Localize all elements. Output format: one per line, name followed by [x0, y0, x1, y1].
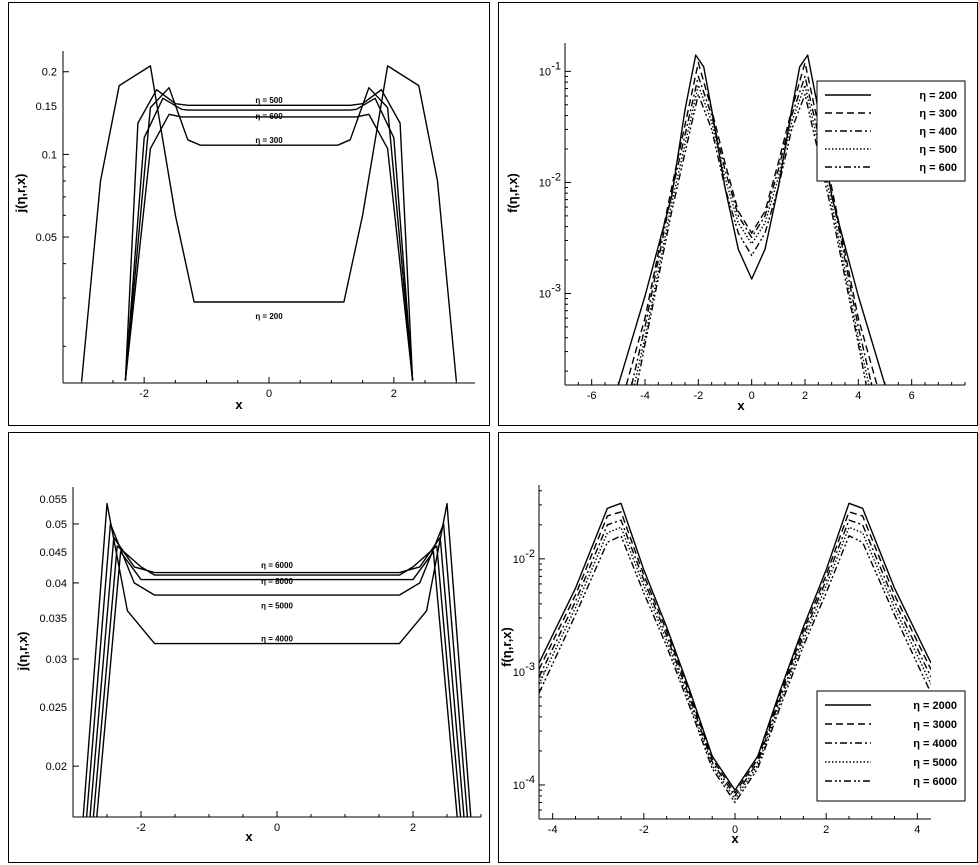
curve-annotation: η = 500 — [255, 96, 283, 105]
curve-annotation: η = 8000 — [261, 577, 293, 586]
x-tick-label: 0 — [274, 822, 280, 834]
x-tick-label: 0 — [266, 388, 272, 400]
legend: η = 200 η = 300 η = 400 η = 500 η = 600 — [816, 80, 966, 182]
series-line-3 — [89, 536, 465, 817]
y-tick-label: 0.1 — [42, 149, 57, 161]
series-line-3 — [539, 519, 931, 797]
y-tick-exponent: -3 — [551, 282, 561, 294]
legend-label-3: η = 4000 — [913, 738, 957, 750]
y-tick-exponent: -2 — [525, 548, 535, 560]
curve-annotation: η = 200 — [255, 312, 283, 321]
y-tick-label: 0.05 — [46, 519, 67, 531]
y-tick-label: 0.035 — [39, 613, 67, 625]
series-line-2 — [85, 523, 469, 817]
x-tick-label: -2 — [693, 390, 703, 402]
series-line-4 — [539, 526, 931, 800]
series-line-5 — [124, 113, 414, 381]
curve-annotation: η = 4000 — [261, 635, 293, 644]
y-tick-label: 0.04 — [46, 578, 67, 590]
y-tick-label: 10 — [513, 780, 525, 792]
chart-j-eta-500: -2 0 2 0.05 0.1 0.15 0.2 x j(η,r,x) η = 500 η = 60… — [13, 51, 475, 412]
series-line-3 — [124, 88, 414, 381]
series-group — [81, 65, 457, 381]
legend-label-4: η = 500 — [919, 144, 957, 156]
series-line-4 — [92, 545, 462, 817]
x-tick-label: -4 — [548, 824, 558, 836]
series-line-2 — [124, 86, 414, 381]
series-group — [539, 502, 931, 804]
curve-annotation: η = 600 — [255, 112, 283, 121]
legend-label-5: η = 600 — [919, 162, 957, 174]
y-axis-label: j(η,r,x) — [13, 173, 28, 213]
y-tick-label: 0.055 — [39, 494, 67, 506]
y-tick-label: 0.045 — [39, 547, 67, 559]
x-axis-label: x — [737, 398, 745, 413]
series-group — [82, 502, 472, 817]
y-tick-label: 0.03 — [46, 654, 67, 666]
legend-label-5: η = 6000 — [913, 776, 957, 788]
y-axis-label: f(η,r,x) — [505, 173, 520, 213]
y-tick-label: 10 — [513, 554, 525, 566]
series-line-5 — [539, 535, 931, 804]
curve-annotation: η = 5000 — [261, 602, 293, 611]
y-tick-label: 0.15 — [36, 101, 57, 113]
y-tick-exponent: -4 — [525, 774, 535, 786]
series-line-5 — [96, 551, 458, 817]
panel-top-left: -2 0 2 0.05 0.1 0.15 0.2 x j(η,r,x) η = 500 η = 60… — [8, 2, 490, 426]
y-axis-label: j(η,r,x) — [15, 631, 30, 671]
legend-label-2: η = 300 — [919, 108, 957, 120]
panel-bottom-left: -2 0 2 0.02 0.025 0.03 0.035 0.04 0.045 0.05 0.055… — [8, 432, 490, 863]
x-tick-label: -2 — [139, 388, 149, 400]
x-tick-label: -2 — [136, 822, 146, 834]
x-tick-label: 2 — [823, 824, 829, 836]
legend-label-1: η = 2000 — [913, 700, 957, 712]
chart-j-eta-6000: -2 0 2 0.02 0.025 0.03 0.035 0.04 0.045 0.05 0.055… — [15, 487, 482, 844]
y-tick-exponent: -2 — [551, 171, 561, 183]
x-tick-label: 0 — [749, 390, 755, 402]
x-axis-label: x — [245, 829, 253, 844]
curve-annotation: η = 300 — [255, 136, 283, 145]
y-tick-label: 0.05 — [36, 232, 57, 244]
x-tick-label: -2 — [639, 824, 649, 836]
x-tick-label: 2 — [391, 388, 397, 400]
y-tick-label: 10 — [539, 177, 551, 189]
series-line-4 — [124, 97, 414, 381]
legend: η = 2000 η = 3000 η = 4000 η = 5000 η = 6000 — [816, 690, 966, 802]
legend-label-1: η = 200 — [919, 90, 957, 102]
legend-label-2: η = 3000 — [913, 719, 957, 731]
curve-annotation: η = 6000 — [261, 561, 293, 570]
y-tick-label: 0.025 — [39, 702, 67, 714]
panel-top-right: -6 -4 -2 0 2 4 6 10 -3 10 -2 10 -1 x f(η,r,x) η = 200 η … — [498, 2, 978, 426]
y-tick-label: 10 — [539, 66, 551, 78]
x-axis-label: x — [235, 397, 243, 412]
y-tick-label: 0.2 — [42, 67, 57, 79]
x-tick-label: 6 — [909, 390, 915, 402]
y-tick-exponent: -1 — [551, 60, 561, 72]
y-tick-exponent: -3 — [525, 661, 535, 673]
chart-f-eta-200-600: -6 -4 -2 0 2 4 610-310-210 -1xf(η,r,x)η = 200η … — [505, 43, 966, 413]
x-tick-label: -4 — [640, 390, 650, 402]
y-tick-label: 0.02 — [46, 761, 67, 773]
legend-label-4: η = 5000 — [913, 757, 957, 769]
x-tick-label: 2 — [410, 822, 416, 834]
x-tick-label: 2 — [802, 390, 808, 402]
x-tick-label: -6 — [587, 390, 597, 402]
x-tick-label: 4 — [914, 824, 920, 836]
y-axis-label: f(η,r,x) — [499, 627, 514, 667]
legend-label-3: η = 400 — [919, 126, 957, 138]
y-tick-label: 10 — [513, 667, 525, 679]
series-line-1 — [82, 502, 472, 817]
x-tick-label: 4 — [855, 390, 861, 402]
x-axis-label: x — [731, 831, 739, 846]
series-line-2 — [539, 511, 931, 794]
series-line-1 — [539, 502, 931, 791]
legend-box — [816, 690, 966, 802]
x-tick-label: 0 — [732, 824, 738, 836]
panel-bottom-right: -4 -2 0 2 4 10 -4 10 -3 10 -2 x f(η,r,x) η = 2000 η = … — [498, 432, 978, 863]
y-tick-label: 10 — [539, 288, 551, 300]
series-line-1 — [81, 65, 457, 381]
